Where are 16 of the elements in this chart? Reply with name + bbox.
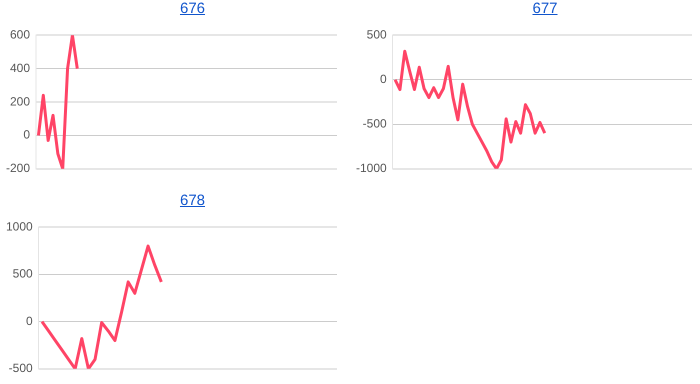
y-tick-label: 500 — [12, 266, 34, 281]
chart-title: 676 — [178, 0, 206, 19]
y-tick-label: 0 — [23, 128, 30, 142]
y-tick-label: 1000 — [6, 220, 34, 234]
chart-title: 678 — [178, 192, 206, 211]
y-tick-label: -500 — [8, 361, 34, 376]
y-tick-label: 200 — [10, 94, 30, 108]
y-tick-label: 600 — [10, 28, 30, 42]
chart-title: 677 — [531, 0, 559, 19]
y-tick-label: 0 — [26, 314, 34, 328]
y-tick-label: -200 — [6, 161, 30, 176]
y-tick-label: -1000 — [356, 161, 388, 176]
y-tick-label: 500 — [366, 28, 388, 42]
y-tick-label: 400 — [10, 60, 30, 75]
y-tick-label: 0 — [380, 72, 388, 86]
y-tick-label: -500 — [362, 116, 388, 131]
